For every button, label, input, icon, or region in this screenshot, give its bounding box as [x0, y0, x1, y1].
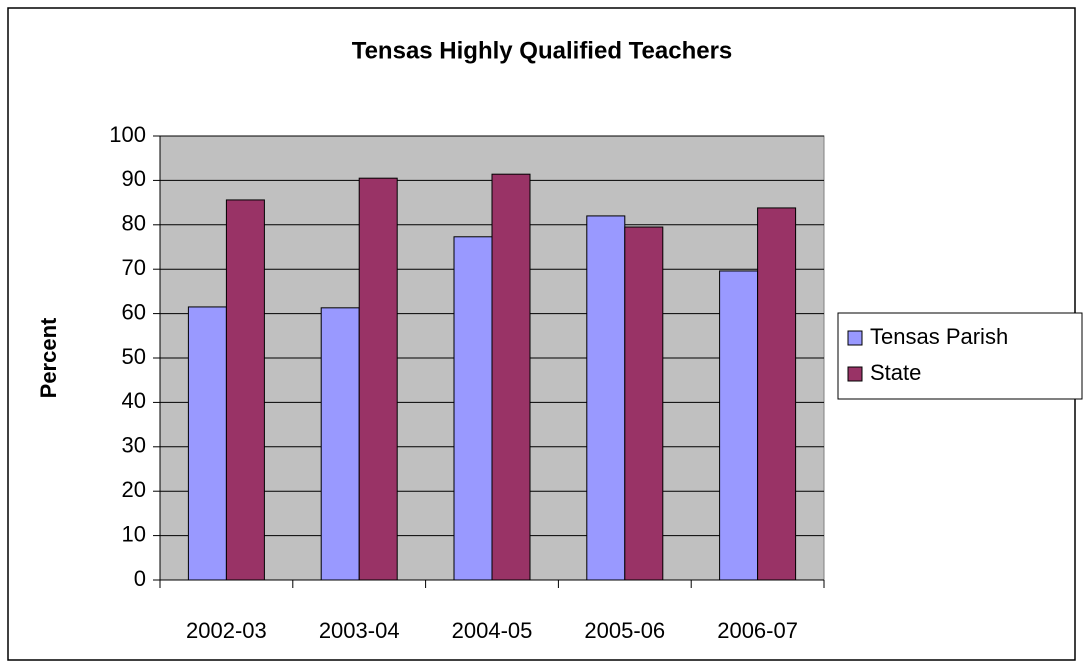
y-tick-label: 50	[122, 344, 146, 369]
legend-box	[837, 312, 1083, 400]
x-tick-label: 2002-03	[186, 618, 267, 643]
y-tick-label: 0	[134, 566, 146, 591]
x-tick-label: 2005-06	[584, 618, 665, 643]
y-tick-label: 80	[122, 211, 146, 236]
bar	[586, 215, 626, 581]
bar	[320, 307, 360, 581]
y-tick-label: 30	[122, 433, 146, 458]
y-tick-label: 100	[109, 122, 146, 147]
legend-label: Tensas Parish	[870, 324, 1008, 349]
bar	[719, 270, 759, 581]
legend-label: State	[870, 360, 921, 385]
y-tick-label: 40	[122, 388, 146, 413]
bar	[624, 226, 664, 581]
bar	[453, 236, 493, 581]
x-tick-label: 2006-07	[717, 618, 798, 643]
bar	[225, 199, 265, 581]
y-tick-label: 60	[122, 299, 146, 324]
chart-title: Tensas Highly Qualified Teachers	[352, 37, 733, 64]
y-tick-label: 10	[122, 521, 146, 546]
bar	[491, 173, 531, 581]
y-tick-label: 70	[122, 255, 146, 280]
x-tick-label: 2003-04	[319, 618, 400, 643]
bar	[757, 207, 797, 581]
bar	[358, 177, 398, 581]
y-tick-label: 90	[122, 166, 146, 191]
y-tick-label: 20	[122, 477, 146, 502]
y-axis-label: Percent	[36, 317, 61, 398]
legend-swatch	[847, 366, 863, 382]
x-tick-label: 2004-05	[452, 618, 533, 643]
legend-swatch	[847, 330, 863, 346]
bar	[187, 306, 227, 581]
